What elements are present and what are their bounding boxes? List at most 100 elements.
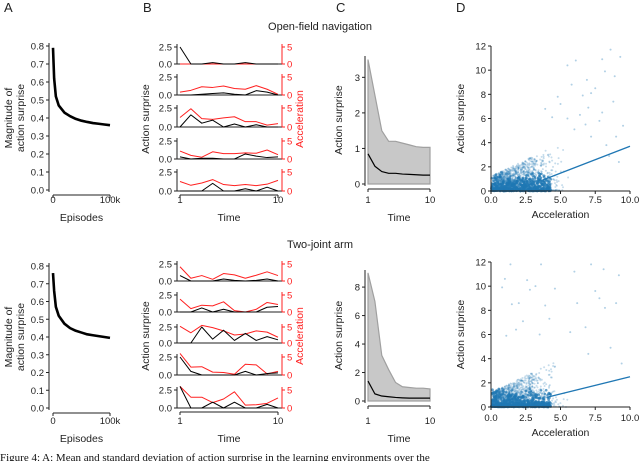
scatter-point [511, 177, 514, 180]
scatter-point [507, 167, 510, 170]
scatter-point [540, 172, 543, 176]
scatter-point [521, 161, 524, 164]
scatter-point [543, 390, 546, 393]
scatter-point [506, 170, 509, 173]
y2-tick-label: 0 [287, 308, 292, 319]
scatter-point [518, 165, 521, 168]
scatter-point [498, 178, 500, 181]
scatter-point [536, 386, 539, 389]
scatter-point [514, 175, 517, 178]
acceleration-line [179, 324, 279, 338]
scatter-point [562, 186, 564, 189]
y2-tick-label: 5 [287, 104, 292, 115]
y2-tick-label: 5 [287, 43, 292, 54]
scatter-point [520, 390, 523, 394]
scatter-point [528, 162, 531, 165]
scatter-point [532, 174, 535, 178]
scatter-point [529, 394, 532, 397]
y-tick-label: 0.8 [31, 262, 44, 273]
scatter-point [512, 166, 515, 169]
scatter-point [505, 390, 508, 394]
scatter-point [521, 177, 525, 181]
scatter-point [539, 378, 542, 380]
scatter-point [515, 172, 518, 175]
scatter-point [540, 155, 543, 158]
scatter-point [522, 171, 525, 174]
scatter-point [528, 375, 531, 378]
scatter-point [557, 157, 560, 160]
y-tick-label: 2.5 [159, 168, 172, 179]
y2-tick-label: 5 [287, 386, 292, 397]
scatter-point [594, 290, 597, 292]
y-tick-label: 4 [481, 138, 486, 149]
y-tick-label: 0.7 [31, 60, 44, 71]
y2-tick-label: 0 [287, 123, 292, 134]
y-axis-label: Action surprise [140, 301, 152, 371]
y-tick-label: 8 [355, 283, 360, 294]
scatter-point [519, 172, 522, 175]
scatter-point [525, 165, 528, 168]
scatter-point [522, 163, 525, 166]
scatter-point [492, 179, 495, 183]
scatter-point [521, 161, 524, 164]
scatter-point [550, 156, 553, 159]
scatter-point [551, 169, 554, 172]
scatter-point [518, 177, 521, 180]
scatter-point [504, 168, 507, 171]
scatter-point [539, 389, 543, 392]
scatter-point [513, 169, 516, 172]
std-band [367, 272, 431, 402]
surprise-line [180, 90, 279, 96]
scatter-point [598, 119, 601, 122]
scatter-point [517, 166, 520, 169]
scatter-point [533, 168, 536, 171]
scatter-point [549, 153, 552, 156]
scatter-point [615, 135, 618, 138]
scatter-point [517, 162, 519, 165]
scatter-point [518, 172, 521, 175]
scatter-point [507, 170, 510, 173]
y-tick-label: 0.2 [31, 368, 44, 379]
scatter-point [532, 162, 535, 165]
scatter-point [601, 111, 604, 114]
y-tick-label: 0.0 [159, 155, 172, 166]
x-tick-label: 7.5 [589, 195, 602, 206]
y-tick-label: 0.0 [159, 123, 172, 134]
scatter-point [555, 179, 558, 182]
scatter-point [552, 365, 555, 367]
scatter-point [494, 174, 497, 177]
scatter-point [503, 399, 506, 402]
scatter-point [539, 385, 542, 388]
scatter-point [507, 172, 510, 175]
y-axis-label: Action surprise [455, 84, 467, 154]
scatter-point [509, 181, 512, 184]
scatter-point [527, 157, 530, 160]
scatter-point [532, 187, 536, 191]
scatter-point [538, 333, 541, 336]
scatter-point [540, 165, 543, 167]
scatter-point [530, 160, 533, 163]
scatter-point [511, 398, 514, 401]
scatter-point [540, 170, 543, 173]
scatter-point [527, 172, 529, 175]
scatter-point [566, 398, 569, 401]
scatter-point [508, 178, 511, 181]
surprise-line [179, 386, 279, 409]
y-tick-label: 0.8 [31, 42, 44, 53]
scatter-point [550, 368, 552, 371]
y2-tick-label: 5 [287, 137, 292, 148]
scatter-point [526, 169, 529, 172]
y2-tick-label: 0 [287, 404, 292, 415]
scatter-point [581, 94, 584, 97]
scatter-point [553, 402, 556, 404]
scatter-point [500, 171, 504, 174]
scatter-point [515, 176, 518, 179]
scatter-point [517, 166, 520, 169]
x-tick-label: 10 [273, 416, 284, 427]
scatter-point [590, 92, 593, 95]
scatter-point [514, 387, 517, 390]
scatter-point [548, 373, 551, 376]
scatter-point [534, 169, 537, 172]
scatter-point [497, 175, 500, 179]
scatter-point [523, 172, 526, 175]
